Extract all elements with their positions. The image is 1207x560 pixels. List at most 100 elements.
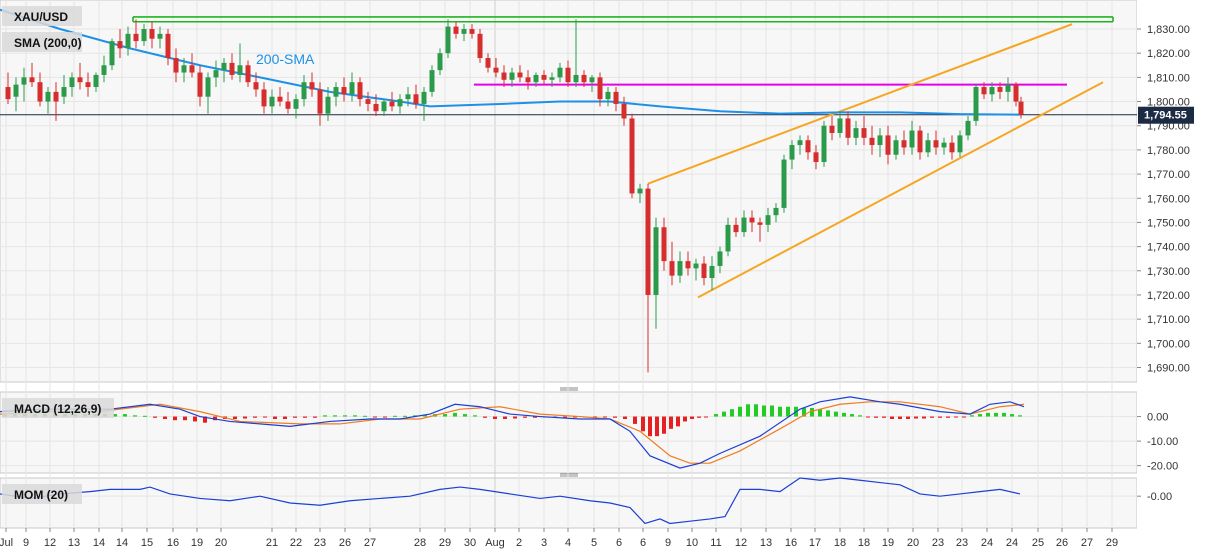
x-tick-label: 22 <box>290 537 302 549</box>
candle-body-up <box>653 227 659 295</box>
candle-body-down <box>701 263 707 279</box>
candle-body-up <box>181 65 187 73</box>
x-tick-label: 20 <box>907 537 919 549</box>
candle-body-up <box>677 261 683 276</box>
candle-body-down <box>165 33 171 59</box>
candle-body-up <box>533 74 539 83</box>
macd-histogram-bar <box>343 415 347 417</box>
macd-histogram-bar <box>333 415 337 417</box>
candle-body-down <box>565 67 571 83</box>
candle-body-up <box>965 120 971 136</box>
macd-histogram-bar <box>1018 415 1022 417</box>
macd-histogram-bar <box>413 415 417 417</box>
macd-histogram-bar <box>762 405 766 417</box>
candle-body-up <box>205 77 211 97</box>
candle-body-up <box>429 70 435 92</box>
macd-histogram-bar <box>669 416 673 429</box>
y-tick-label: 1,810.00 <box>1147 72 1190 84</box>
macd-histogram-bar <box>143 415 147 417</box>
candle-body-up <box>293 99 299 109</box>
macd-histogram-bar <box>363 415 367 417</box>
macd-histogram-bar <box>273 416 277 419</box>
x-tick-label: Jul <box>0 537 13 549</box>
candle-body-down <box>669 261 675 276</box>
symbol-label: XAU/USD <box>14 10 68 24</box>
macd-histogram-bar <box>383 416 387 418</box>
macd-histogram-bar <box>123 414 127 417</box>
macd-histogram-bar <box>676 416 680 427</box>
x-tick-label: 17 <box>809 537 821 549</box>
candle-body-up <box>101 65 107 75</box>
candle-body-up <box>941 142 947 148</box>
macd-histogram-bar <box>786 406 790 417</box>
x-tick-label: 23 <box>314 537 326 549</box>
candle-body-down <box>117 41 123 49</box>
macd-histogram-bar <box>423 414 427 417</box>
candle-body-down <box>469 29 475 34</box>
last-price-box <box>1138 106 1194 124</box>
x-tick-label: 4 <box>565 537 571 549</box>
y-tick-label: 1,760.00 <box>1147 193 1190 205</box>
x-tick-label: 28 <box>414 537 426 549</box>
macd-histogram-bar <box>930 416 934 418</box>
candle-body-down <box>285 101 291 109</box>
macd-histogram-bar <box>473 415 477 417</box>
candle-body-down <box>253 82 259 90</box>
candle-body-up <box>893 140 899 155</box>
macd-histogram-bar <box>513 416 517 419</box>
macd-histogram-bar <box>641 416 645 432</box>
x-tick-label: 23 <box>932 537 944 549</box>
candle-body-up <box>693 263 699 269</box>
candle-body-down <box>173 58 179 73</box>
candle-body-up <box>709 265 715 279</box>
candle-body-up <box>725 224 731 252</box>
macd-line <box>0 396 1025 469</box>
candle-body-up <box>461 29 467 34</box>
candle-body-up <box>717 251 723 266</box>
candle-body-down <box>805 140 811 153</box>
candle-body-up <box>141 29 147 42</box>
macd-histogram-bar <box>493 416 497 419</box>
macd-histogram-bar <box>533 416 537 418</box>
candle-body-down <box>949 142 955 153</box>
macd-histogram-bar <box>353 415 357 417</box>
macd-histogram-bar <box>802 407 806 417</box>
candle-body-down <box>197 72 203 97</box>
macd-histogram-bar <box>770 405 774 417</box>
macd-histogram-bar <box>746 404 750 417</box>
macd-histogram-bar <box>243 416 247 419</box>
x-tick-label: 9 <box>665 537 671 549</box>
candle-body-up <box>21 77 27 85</box>
x-tick-label: 24 <box>1006 537 1018 549</box>
candle-body-up <box>13 84 19 97</box>
candle-body-down <box>5 87 11 100</box>
last-price-label: 1,794.55 <box>1144 110 1187 122</box>
candle-body-down <box>149 29 155 39</box>
candle-body-up <box>381 101 387 112</box>
macd-histogram-bar <box>850 414 854 417</box>
candle-body-down <box>189 65 195 73</box>
x-tick-label: 25 <box>1032 537 1044 549</box>
x-tick-label: 16 <box>785 537 797 549</box>
axes: Jul 9 12 13 14 14 15 16 19 20 21 22 23 26 27 28 29 30 Aug 2… <box>0 24 1190 549</box>
y-tick-label: 1,690.00 <box>1147 362 1190 374</box>
macd-histogram-bar <box>834 411 838 417</box>
indicator-labels: XAU/USD SMA (200,0) 200-SMA MACD (12,26,… <box>2 6 1194 504</box>
macd-histogram-bar <box>714 414 718 417</box>
x-tick-label: 18 <box>858 537 870 549</box>
sma-annotation: 200-SMA <box>256 51 315 67</box>
candle-body-down <box>389 101 395 107</box>
x-tick-label: 21 <box>266 537 278 549</box>
candle-body-up <box>637 188 643 194</box>
x-tick-label: 27 <box>1081 537 1093 549</box>
macd-histogram-bar <box>938 416 942 418</box>
macd-histogram-bar <box>754 404 758 417</box>
candle-body-up <box>333 87 339 97</box>
macd-histogram-bar <box>233 416 237 419</box>
candle-body-down <box>1018 101 1024 115</box>
macd-histogram-bar <box>946 416 950 418</box>
x-tick-label: 30 <box>464 537 476 549</box>
candle-body-down <box>477 33 483 59</box>
sma-indicator-label: SMA (200,0) <box>14 36 82 50</box>
